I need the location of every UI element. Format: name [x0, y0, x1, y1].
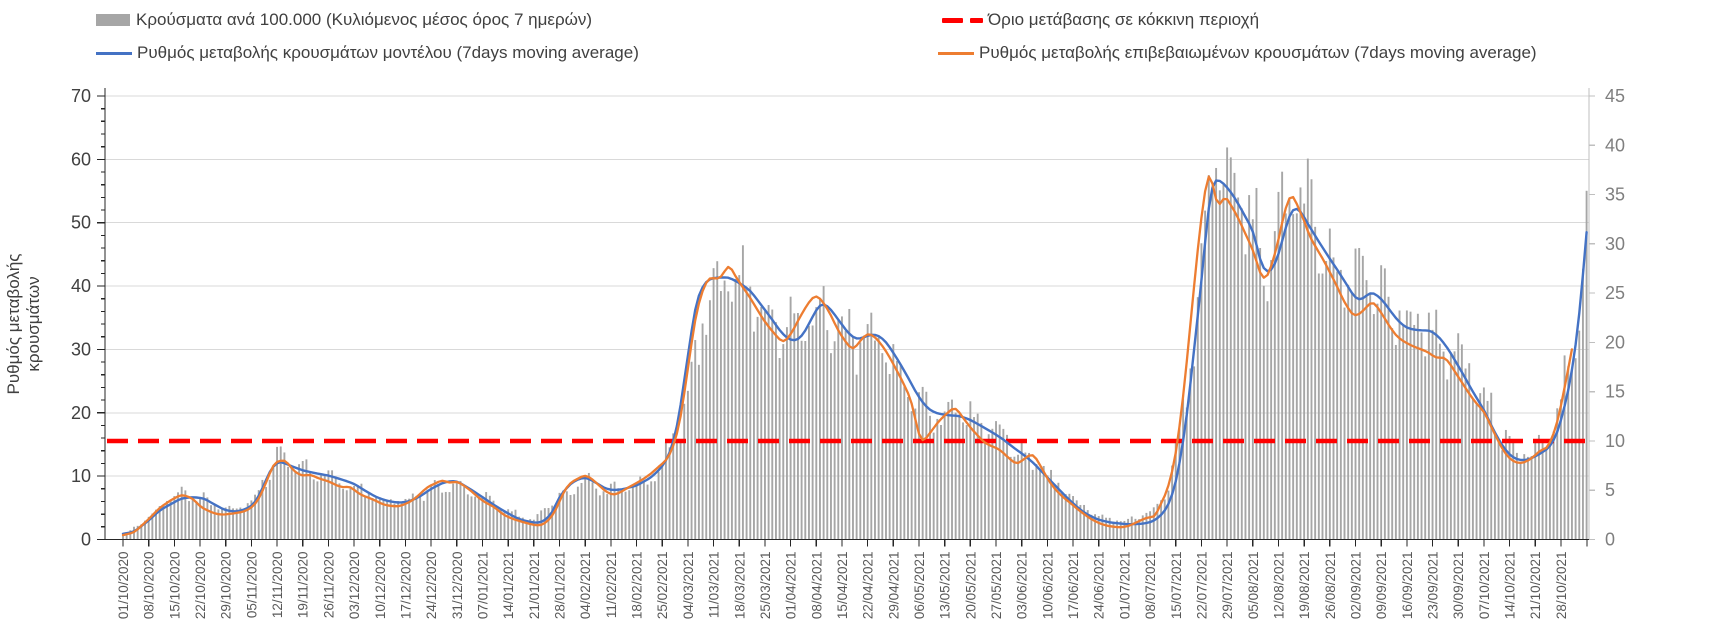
x-tick-label: 14/01/2021 — [501, 552, 516, 620]
y-left-tick-label: 10 — [71, 466, 91, 486]
x-tick-label: 15/10/2020 — [167, 552, 182, 620]
x-tick-label: 22/04/2021 — [861, 552, 876, 620]
x-tick-label: 28/01/2021 — [553, 552, 568, 620]
x-tick-label: 18/02/2021 — [630, 552, 645, 620]
x-tick-label: 15/04/2021 — [835, 552, 850, 620]
x-tick-label: 25/03/2021 — [758, 552, 773, 620]
y-right-tick-label: 20 — [1605, 332, 1625, 352]
legend-item-model-rate: Ρυθμός μεταβολής κρουσμάτων μοντέλου (7d… — [96, 43, 639, 63]
y-right-tick-label: 40 — [1605, 135, 1625, 155]
x-tick-label: 20/05/2021 — [963, 552, 978, 620]
x-tick-label: 28/10/2021 — [1554, 552, 1569, 620]
x-tick-label: 21/01/2021 — [527, 552, 542, 620]
x-tick-label: 31/12/2020 — [450, 552, 465, 620]
x-tick-label: 17/06/2021 — [1066, 552, 1081, 620]
x-tick-label: 22/10/2020 — [193, 552, 208, 620]
legend-item-red-threshold: Όριο μετάβασης σε κόκκινη περιοχή — [942, 10, 1259, 30]
x-tick-label: 07/01/2021 — [475, 552, 490, 620]
x-tick-label: 18/03/2021 — [732, 552, 747, 620]
x-tick-label: 22/07/2021 — [1194, 552, 1209, 620]
x-tick-label: 12/11/2020 — [270, 552, 285, 619]
y-right-tick-label: 0 — [1605, 530, 1615, 550]
x-tick-label: 24/12/2020 — [424, 552, 439, 620]
x-tick-label: 02/09/2021 — [1349, 552, 1364, 620]
x-tick-label: 26/08/2021 — [1323, 552, 1338, 620]
x-tick-label: 11/02/2021 — [604, 552, 619, 619]
x-tick-label: 08/10/2020 — [142, 552, 157, 620]
y-right-tick-label: 30 — [1605, 234, 1625, 254]
legend-label: Ρυθμός μεταβολής κρουσμάτων μοντέλου (7d… — [137, 43, 639, 62]
gray-bar-swatch-icon — [96, 14, 130, 26]
y-right-tick-label: 25 — [1605, 283, 1625, 303]
orange-line-swatch-icon — [938, 51, 974, 55]
x-tick-label: 25/02/2021 — [655, 552, 670, 620]
y-left-tick-label: 50 — [71, 213, 91, 233]
x-tick-label: 01/04/2021 — [784, 552, 799, 620]
x-tick-label: 03/06/2021 — [1015, 552, 1030, 620]
y-right-tick-label: 45 — [1605, 86, 1625, 106]
x-tick-label: 10/12/2020 — [373, 552, 388, 620]
y-right-tick-label: 15 — [1605, 382, 1625, 402]
legend-label: Ρυθμός μεταβολής επιβεβαιωμένων κρουσμάτ… — [979, 43, 1537, 62]
x-tick-label: 15/07/2021 — [1169, 552, 1184, 620]
x-tick-label: 29/04/2021 — [886, 552, 901, 620]
x-tick-label: 08/04/2021 — [809, 552, 824, 620]
x-tick-label: 12/08/2021 — [1271, 552, 1286, 620]
x-tick-label: 07/10/2021 — [1477, 552, 1492, 620]
x-tick-label: 16/09/2021 — [1400, 552, 1415, 620]
y-right-tick-label: 5 — [1605, 480, 1615, 500]
y-left-tick-label: 0 — [81, 530, 91, 550]
legend-label: Κρούσματα ανά 100.000 (Κυλιόμενος μέσος … — [136, 10, 593, 29]
x-tick-label: 24/06/2021 — [1092, 552, 1107, 620]
y-left-tick-label: 70 — [71, 86, 91, 106]
x-tick-label: 01/10/2020 — [116, 552, 131, 620]
x-tick-label: 27/05/2021 — [989, 552, 1004, 620]
x-tick-label: 11/03/2021 — [707, 552, 722, 619]
x-tick-label: 09/09/2021 — [1374, 552, 1389, 620]
y-left-tick-label: 30 — [71, 339, 91, 359]
x-tick-label: 04/02/2021 — [578, 552, 593, 620]
y-right-tick-label: 10 — [1605, 431, 1625, 451]
x-tick-label: 01/07/2021 — [1117, 552, 1132, 620]
legend-item-cases-per-100k: Κρούσματα ανά 100.000 (Κυλιόμενος μέσος … — [96, 10, 592, 30]
x-tick-label: 23/09/2021 — [1426, 552, 1441, 620]
y-left-tick-label: 20 — [71, 403, 91, 423]
x-tick-label: 04/03/2021 — [681, 552, 696, 620]
confirmed-rate-line — [121, 175, 1574, 537]
bars-series — [122, 147, 1588, 540]
x-tick-label: 19/11/2020 — [296, 552, 311, 619]
legend-item-confirmed-rate: Ρυθμός μεταβολής επιβεβαιωμένων κρουσμάτ… — [938, 43, 1537, 63]
x-tick-label: 08/07/2021 — [1143, 552, 1158, 620]
x-tick-label: 06/05/2021 — [912, 552, 927, 620]
x-tick-label: 10/06/2021 — [1040, 552, 1055, 620]
y-right-tick-label: 35 — [1605, 185, 1625, 205]
x-tick-label: 26/11/2020 — [321, 552, 336, 619]
x-tick-label: 29/07/2021 — [1220, 552, 1235, 620]
x-tick-label: 19/08/2021 — [1297, 552, 1312, 620]
y-left-tick-label: 60 — [71, 149, 91, 169]
x-tick-label: 03/12/2020 — [347, 552, 362, 620]
x-tick-label: 30/09/2021 — [1451, 552, 1466, 620]
x-tick-label: 17/12/2020 — [398, 552, 413, 620]
legend-label: Όριο μετάβασης σε κόκκινη περιοχή — [988, 10, 1260, 29]
red-dashed-swatch-icon — [942, 17, 983, 23]
model-rate-line — [121, 179, 1588, 535]
x-tick-label: 13/05/2021 — [938, 552, 953, 620]
x-tick-label: 21/10/2021 — [1528, 552, 1543, 620]
x-tick-label: 14/10/2021 — [1503, 552, 1518, 620]
y-left-tick-label: 40 — [71, 276, 91, 296]
blue-line-swatch-icon — [96, 51, 132, 55]
x-tick-label: 05/11/2020 — [244, 552, 259, 619]
x-tick-label: 05/08/2021 — [1246, 552, 1261, 620]
x-tick-label: 29/10/2020 — [219, 552, 234, 620]
